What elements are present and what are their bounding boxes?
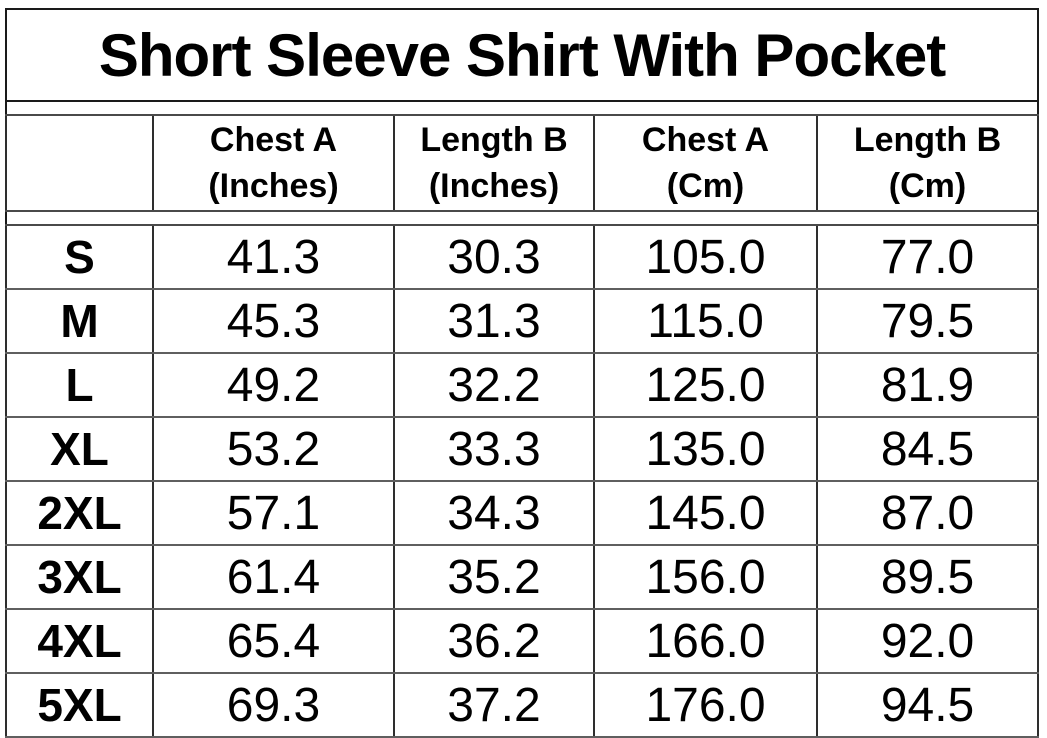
value-chest-cm: 135.0 [593,416,818,482]
value-length-in: 36.2 [393,608,595,674]
size-label: 5XL [5,672,154,738]
value-length-in: 37.2 [393,672,595,738]
value-chest-in: 45.3 [152,288,395,354]
size-label: XL [5,416,154,482]
size-label: 4XL [5,608,154,674]
chart-title: Short Sleeve Shirt With Pocket [4,8,1040,102]
value-chest-cm: 105.0 [593,224,818,290]
value-length-in: 31.3 [393,288,595,354]
value-length-in: 34.3 [393,480,595,546]
size-label: S [5,224,154,290]
table-row-2xl: 2XL 57.1 34.3 145.0 87.0 [5,480,1040,546]
header-cell-length-cm: Length B (Cm) [815,114,1040,212]
value-chest-in: 41.3 [152,224,395,290]
value-length-in: 33.3 [393,416,595,482]
spacer-row [4,100,1040,116]
header-cell-size [5,114,154,212]
value-chest-in: 57.1 [152,480,395,546]
table-row-3xl: 3XL 61.4 35.2 156.0 89.5 [5,544,1040,610]
size-chart: Short Sleeve Shirt With Pocket Chest A (… [4,8,1040,738]
value-chest-cm: 176.0 [593,672,818,738]
value-length-in: 32.2 [393,352,595,418]
value-chest-in: 49.2 [152,352,395,418]
header-cell-chest-cm: Chest A (Cm) [593,114,818,212]
spacer-cell [4,100,1040,116]
value-chest-cm: 125.0 [593,352,818,418]
spacer-cell [4,210,1040,226]
value-length-in: 35.2 [393,544,595,610]
header-row: Chest A (Inches) Length B (Inches) Chest… [5,114,1040,212]
value-length-cm: 89.5 [815,544,1040,610]
value-length-in: 30.3 [393,224,595,290]
value-length-cm: 81.9 [815,352,1040,418]
value-chest-in: 53.2 [152,416,395,482]
value-length-cm: 92.0 [815,608,1040,674]
value-chest-cm: 115.0 [593,288,818,354]
value-length-cm: 84.5 [815,416,1040,482]
table-row-5xl: 5XL 69.3 37.2 176.0 94.5 [5,672,1040,738]
spacer-row [4,210,1040,226]
value-chest-cm: 156.0 [593,544,818,610]
table-row-m: M 45.3 31.3 115.0 79.5 [5,288,1040,354]
size-label: M [5,288,154,354]
value-length-cm: 94.5 [815,672,1040,738]
value-length-cm: 77.0 [815,224,1040,290]
value-chest-in: 61.4 [152,544,395,610]
value-chest-cm: 145.0 [593,480,818,546]
value-length-cm: 87.0 [815,480,1040,546]
size-label: 2XL [5,480,154,546]
table-row-s: S 41.3 30.3 105.0 77.0 [5,224,1040,290]
header-cell-length-inches: Length B (Inches) [393,114,595,212]
size-chart-table: Short Sleeve Shirt With Pocket Chest A (… [4,8,1040,738]
table-row-l: L 49.2 32.2 125.0 81.9 [5,352,1040,418]
header-cell-chest-inches: Chest A (Inches) [152,114,395,212]
size-label: L [5,352,154,418]
title-row: Short Sleeve Shirt With Pocket [4,8,1040,102]
value-chest-in: 69.3 [152,672,395,738]
value-chest-in: 65.4 [152,608,395,674]
value-length-cm: 79.5 [815,288,1040,354]
table-row-xl: XL 53.2 33.3 135.0 84.5 [5,416,1040,482]
size-label: 3XL [5,544,154,610]
value-chest-cm: 166.0 [593,608,818,674]
table-row-4xl: 4XL 65.4 36.2 166.0 92.0 [5,608,1040,674]
